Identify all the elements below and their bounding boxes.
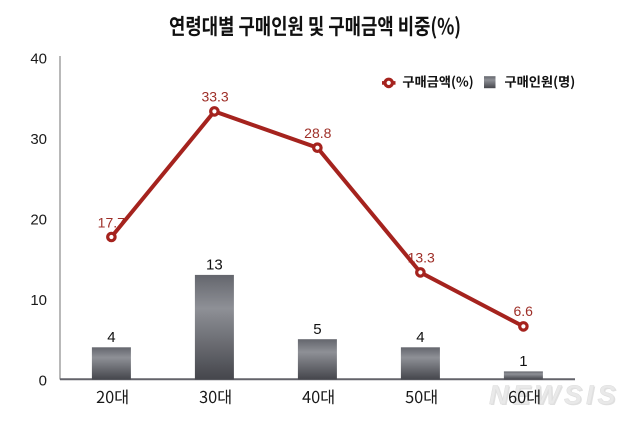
svg-text:4: 4 [416, 329, 424, 346]
svg-text:20: 20 [30, 212, 47, 229]
svg-text:10: 10 [30, 292, 47, 309]
svg-text:13.3: 13.3 [408, 250, 435, 266]
svg-text:1: 1 [519, 353, 527, 370]
svg-text:13: 13 [206, 256, 223, 273]
svg-text:5: 5 [313, 321, 321, 338]
svg-text:28.8: 28.8 [304, 125, 331, 141]
svg-text:4: 4 [107, 329, 115, 346]
svg-text:40: 40 [30, 50, 47, 67]
svg-text:NEWSIS: NEWSIS [489, 380, 620, 410]
svg-text:33.3: 33.3 [201, 88, 228, 104]
svg-text:6.6: 6.6 [513, 303, 533, 319]
svg-text:30: 30 [30, 131, 47, 148]
svg-text:0: 0 [39, 373, 47, 390]
